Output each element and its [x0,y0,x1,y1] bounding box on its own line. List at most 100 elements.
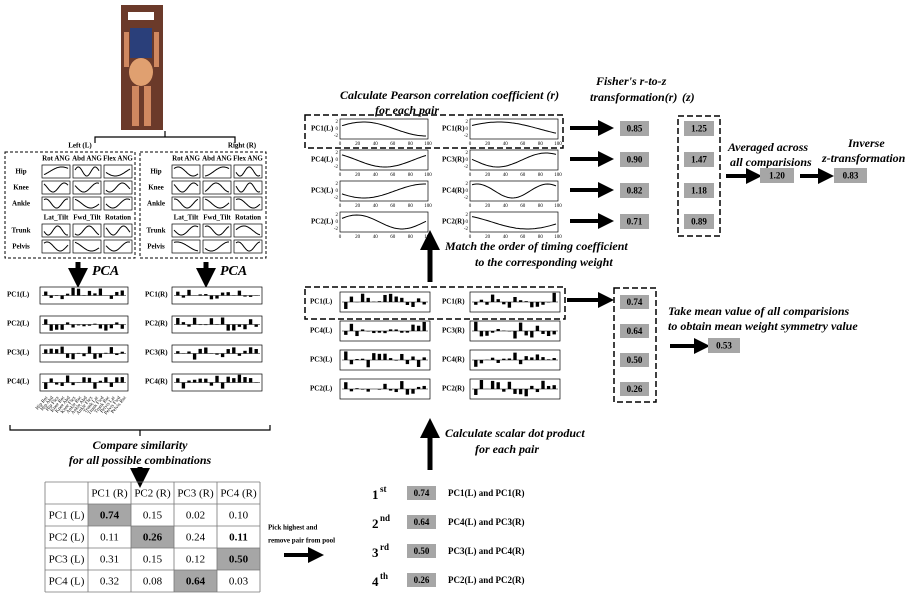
mini-plot-frame [203,165,231,178]
mini-bar [344,382,347,389]
mini-bar [210,383,213,386]
mini-bar [536,302,539,307]
mini-bar [187,325,190,327]
mini-bar [536,354,539,360]
y-tick-label: -2 [464,196,469,201]
mini-bar [367,389,370,392]
value-label: 0.50 [414,546,430,556]
figure: Left (L)Right (R)Rot ANGAbd ANGFlex ANGH… [0,0,919,595]
mini-bar [417,326,420,331]
torso [130,28,152,58]
mini-bar [519,300,522,302]
pair-label: PC3(L) [310,356,333,364]
table-cell: 0.02 [186,510,205,522]
table-cell: 0.11 [100,532,119,544]
mini-bar [541,381,544,389]
mini-bar [400,381,403,389]
mini-bar [243,351,246,354]
x-tick-label: 20 [485,142,491,147]
joint-row: Knee [13,184,29,192]
x-tick-label: 40 [373,142,379,147]
mini-bar [238,375,241,383]
table-cell: 0.15 [143,510,163,522]
mini-bar [99,289,102,296]
value-label: 0.85 [627,124,643,134]
mini-bar [221,318,224,325]
x-tick-label: 20 [485,235,491,240]
table-cell: 0.26 [143,532,163,544]
mini-bar [187,351,190,353]
dot-text: Calculate scalar dot product [445,426,585,440]
value-label: 0.64 [627,326,643,336]
x-tick-label: 60 [520,235,526,240]
mini-bar [227,292,230,295]
x-tick-label: 20 [485,204,491,209]
mini-bar [367,298,370,302]
mini-bar [77,325,80,326]
table-header: PC4 (R) [220,488,257,500]
mini-bar [378,389,381,390]
mini-bar [121,377,124,382]
mini-bar [502,359,505,360]
mini-bar [513,353,516,360]
x-tick-label: 60 [520,173,526,178]
value-label: 1.25 [691,124,707,134]
mini-bar [383,295,386,302]
pearson-text: Calculate Pearson correlation coefficien… [340,88,559,102]
mini-bar [199,325,202,326]
joint-header: Abd ANG [72,155,102,163]
y-tick-label: 0 [336,127,339,132]
mini-bar [71,383,74,386]
x-tick-label: 80 [538,142,544,147]
mini-bar [104,325,107,331]
mini-bar [66,322,69,324]
mini-bar [115,377,118,382]
mini-bar [508,382,511,389]
mini-bar [541,331,544,334]
x-tick-label: 80 [408,142,414,147]
mini-bar [389,294,392,302]
value-label: 1.47 [691,155,707,165]
pc-label: PC1(R) [145,291,168,299]
joint-header: Flex ANG [103,155,133,163]
x-tick-label: 100 [424,173,432,178]
fisher-text: Fisher's r-to-z [595,74,667,88]
mini-bar [344,351,347,360]
value-label: 0.50 [627,355,643,365]
mini-bar [221,383,224,389]
mini-bar [406,389,409,395]
rank-pair: PC4(L) and PC3(R) [448,517,525,527]
pair-label: PC4(L) [310,327,333,335]
mini-bar [485,331,488,336]
y-tick-label: 2 [336,213,339,218]
x-tick-label: 60 [390,142,396,147]
mini-bar [176,318,179,324]
mini-plot-frame [73,240,101,253]
rank-suffix: rd [380,542,389,552]
table-header: PC3 (R) [177,488,214,500]
x-tick-label: 0 [469,173,472,178]
pair-label: PC2(R) [442,385,465,393]
y-tick-label: 0 [466,127,469,132]
rank-ordinal: 1 [372,487,379,502]
split-bracket [95,131,235,143]
mini-bar [93,293,96,295]
mini-bar [508,302,511,308]
mini-bar [497,360,500,363]
x-tick-label: 100 [424,235,432,240]
joint-header: Fwd_Tilt [203,214,231,222]
mini-bar [530,386,533,389]
mini-bar [187,381,190,383]
mini-plot-frame [340,119,428,139]
x-tick-label: 100 [424,142,432,147]
mini-bar [88,347,91,354]
mini-bar [411,325,414,331]
table-cell: 0.12 [186,554,205,566]
fisher-text: transformation(r) [590,90,677,104]
value-label: 0.26 [627,384,643,394]
mini-bar [395,329,398,331]
mini-bar [383,354,386,360]
mini-bar [541,302,544,305]
mini-bar [199,349,202,354]
mini-bar [474,322,477,331]
